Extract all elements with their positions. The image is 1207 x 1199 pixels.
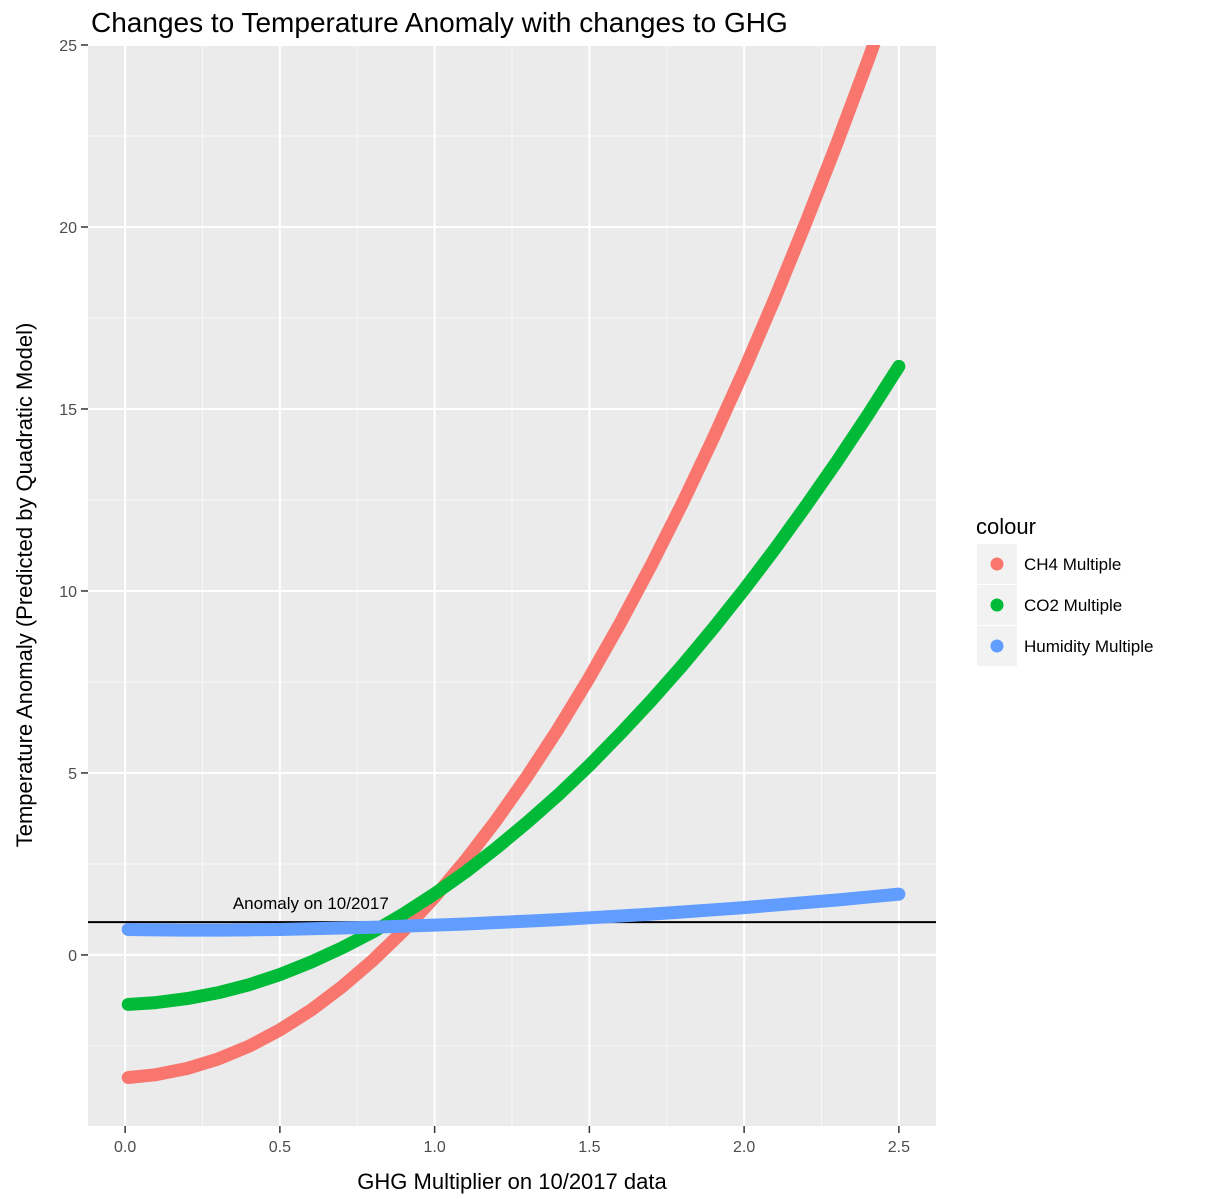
x-tick-label: 0.5 xyxy=(269,1139,291,1156)
x-tick-label: 1.0 xyxy=(424,1139,446,1156)
x-axis-title: GHG Multiplier on 10/2017 data xyxy=(357,1169,667,1194)
y-tick-label: 10 xyxy=(59,584,77,601)
series-line-ch4-multiple xyxy=(121,45,881,1085)
x-tick-label: 1.5 xyxy=(578,1139,600,1156)
legend-key-co2-multiple xyxy=(990,598,1004,612)
legend-label: CH4 Multiple xyxy=(1024,555,1121,574)
x-tick-label: 2.5 xyxy=(888,1139,910,1156)
x-tick-label: 0.0 xyxy=(114,1139,136,1156)
reference-line-label: Anomaly on 10/2017 xyxy=(233,894,389,913)
y-axis: 0 5 10 15 20 25 xyxy=(59,38,88,965)
legend-key-ch4-multiple xyxy=(990,557,1004,571)
series-line-humidity-multiple xyxy=(121,887,906,937)
series-line-co2-multiple xyxy=(121,359,906,1011)
series-group xyxy=(121,45,906,1085)
legend: colour CH4 Multiple CO2 Multiple Humidity … xyxy=(976,514,1153,666)
y-tick-label: 20 xyxy=(59,220,77,237)
x-axis: 0.0 0.5 1.0 1.5 2.0 2.5 xyxy=(114,1126,910,1156)
y-tick-label: 25 xyxy=(59,38,77,55)
legend-label: Humidity Multiple xyxy=(1024,637,1153,656)
legend-title: colour xyxy=(976,514,1036,539)
chart-title: Changes to Temperature Anomaly with chan… xyxy=(91,7,788,38)
legend-label: CO2 Multiple xyxy=(1024,596,1122,615)
y-tick-label: 0 xyxy=(68,948,77,965)
y-tick-label: 15 xyxy=(59,402,77,419)
legend-key-humidity-multiple xyxy=(990,639,1004,653)
x-tick-label: 2.0 xyxy=(733,1139,755,1156)
y-tick-label: 5 xyxy=(68,766,77,783)
y-axis-title: Temperature Anomaly (Predicted by Quadra… xyxy=(12,323,37,848)
gridlines xyxy=(88,44,936,1126)
